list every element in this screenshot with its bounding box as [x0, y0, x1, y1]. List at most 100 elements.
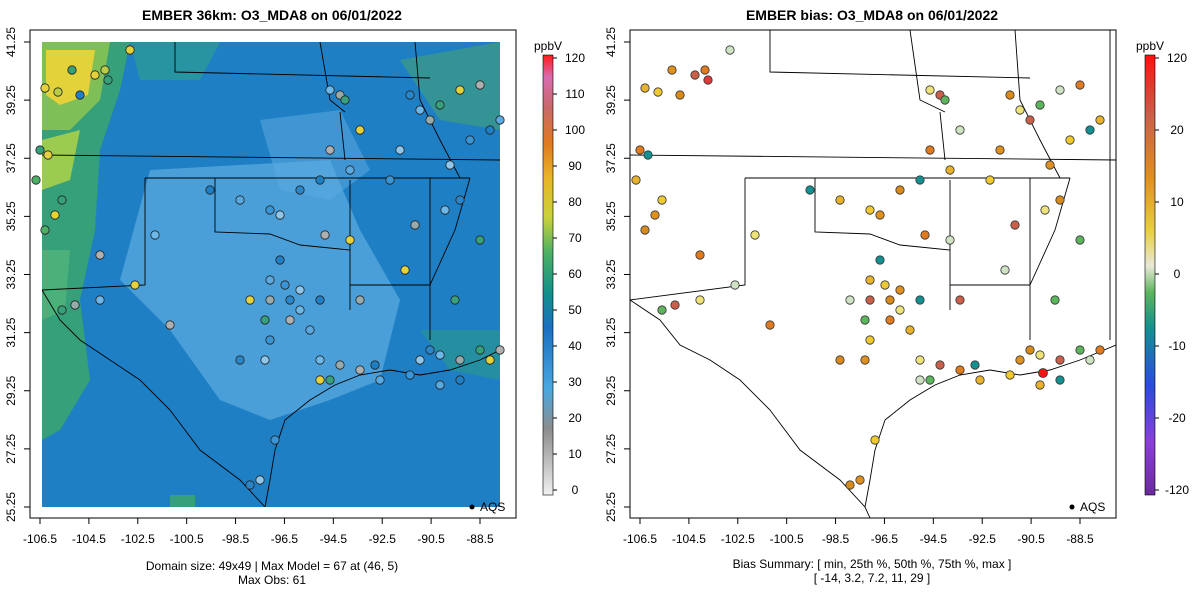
- left-colorbar-tick-label: 100: [565, 123, 585, 137]
- left-monitor-marker: [405, 90, 415, 100]
- right-bias-marker: [975, 375, 985, 385]
- right-bias-marker: [885, 315, 895, 325]
- right-bias-marker: [865, 295, 875, 305]
- right-bias-marker: [875, 210, 885, 220]
- right-y-tick-label: 37.25: [604, 143, 618, 173]
- right-colorbar-ticks: 120 20 10 0 -10 -20 -120: [1155, 51, 1189, 497]
- right-bias-marker: [695, 295, 705, 305]
- left-monitor-marker: [265, 295, 275, 305]
- left-monitor-marker: [305, 325, 315, 335]
- right-x-tick-label: -92.5: [969, 532, 997, 546]
- right-state-borders: [630, 30, 1116, 519]
- right-bias-marker: [995, 145, 1005, 155]
- left-monitor-marker: [440, 205, 450, 215]
- left-colorbar-tick-label: 30: [568, 375, 582, 389]
- right-bias-marker: [1055, 85, 1065, 95]
- right-bias-marker: [640, 225, 650, 235]
- right-bias-marker: [860, 355, 870, 365]
- left-legend-unit: ppbV: [534, 39, 562, 53]
- left-monitor-marker: [315, 295, 325, 305]
- left-monitor-marker: [495, 115, 505, 125]
- left-y-tick-label: 37.25: [4, 143, 18, 173]
- left-monitor-marker: [265, 205, 275, 215]
- right-bias-marker: [935, 360, 945, 370]
- left-monitor-marker: [235, 355, 245, 365]
- right-bias-marker: [640, 83, 650, 93]
- left-monitor-marker: [130, 280, 140, 290]
- right-bias-marker: [915, 375, 925, 385]
- right-bias-marker: [1025, 115, 1035, 125]
- right-bias-marker: [905, 325, 915, 335]
- right-bias-marker: [1035, 350, 1045, 360]
- left-colorbar-tick-label: 20: [568, 411, 582, 425]
- right-bias-marker: [985, 175, 995, 185]
- right-bias-marker: [925, 85, 935, 95]
- left-monitor-marker: [205, 185, 215, 195]
- left-monitor-marker: [445, 160, 455, 170]
- left-monitor-marker: [355, 295, 365, 305]
- left-monitor-marker: [125, 45, 135, 55]
- right-x-tick-label: -98.5: [822, 532, 850, 546]
- left-monitor-marker: [57, 195, 67, 205]
- right-bias-marker: [750, 230, 760, 240]
- left-monitor-marker: [70, 300, 80, 310]
- left-x-tick-label: -94.5: [320, 532, 348, 546]
- right-bias-marker: [1055, 195, 1065, 205]
- left-x-tick-label: -104.5: [72, 532, 106, 546]
- right-bias-marker: [1035, 380, 1045, 390]
- left-title: EMBER 36km: O3_MDA8 on 06/01/2022: [142, 7, 402, 23]
- right-y-tick-label: 29.25: [604, 375, 618, 405]
- left-monitor-marker: [90, 70, 100, 80]
- model-field: [42, 42, 500, 507]
- left-y-tick-label: 33.25: [4, 259, 18, 289]
- right-bias-marker: [1015, 355, 1025, 365]
- right-bias-marker: [631, 175, 641, 185]
- right-bias-marker: [650, 210, 660, 220]
- right-x-tick-label: -94.5: [920, 532, 948, 546]
- right-bias-marker: [915, 175, 925, 185]
- right-bias-marker: [940, 95, 950, 105]
- right-bias-marker: [695, 250, 705, 260]
- right-x-tick-label: -96.5: [871, 532, 899, 546]
- left-monitor-marker: [475, 235, 485, 245]
- left-monitor-marker: [315, 355, 325, 365]
- left-monitor-marker: [95, 295, 105, 305]
- right-bias-marker: [955, 295, 965, 305]
- left-monitor-marker: [410, 220, 420, 230]
- right-y-tick-label: 33.25: [604, 259, 618, 289]
- left-colorbar-tick-label: 50: [568, 303, 582, 317]
- right-y-tick-label: 27.25: [604, 434, 618, 464]
- right-y-tick-label: 39.25: [604, 85, 618, 115]
- right-y-tick-label: 35.25: [604, 201, 618, 231]
- right-y-tick-label: 31.25: [604, 317, 618, 347]
- left-monitor-marker: [275, 255, 285, 265]
- right-bias-marker: [667, 65, 677, 75]
- left-monitor-marker: [280, 280, 290, 290]
- left-aqs-dot: [469, 504, 475, 510]
- right-bias-marker: [1075, 80, 1085, 90]
- right-bias-marker: [1045, 160, 1055, 170]
- right-bias-marker: [1035, 100, 1045, 110]
- left-monitor-marker: [435, 350, 445, 360]
- right-bias-marker: [865, 205, 875, 215]
- left-colorbar-tick-label: 90: [568, 159, 582, 173]
- left-monitor-marker: [67, 65, 77, 75]
- right-x-tick-label: -90.5: [1017, 532, 1045, 546]
- right-bias-marker: [1000, 265, 1010, 275]
- left-monitor-marker: [345, 235, 355, 245]
- left-colorbar: [542, 54, 554, 496]
- right-bias-marker: [865, 335, 875, 345]
- right-bias-marker: [855, 475, 865, 485]
- right-bias-marker: [945, 235, 955, 245]
- right-bias-marker: [1085, 355, 1095, 365]
- left-monitor-marker: [295, 185, 305, 195]
- left-monitor-marker: [35, 145, 45, 155]
- right-bias-marker: [653, 87, 663, 97]
- left-monitor-marker: [405, 370, 415, 380]
- left-monitor-marker: [150, 230, 160, 240]
- left-colorbar-tick-label: 40: [568, 339, 582, 353]
- left-monitor-marker: [260, 315, 270, 325]
- right-bias-marker: [703, 75, 713, 85]
- right-aqs-label: AQS: [1080, 500, 1105, 514]
- left-monitor-marker: [465, 135, 475, 145]
